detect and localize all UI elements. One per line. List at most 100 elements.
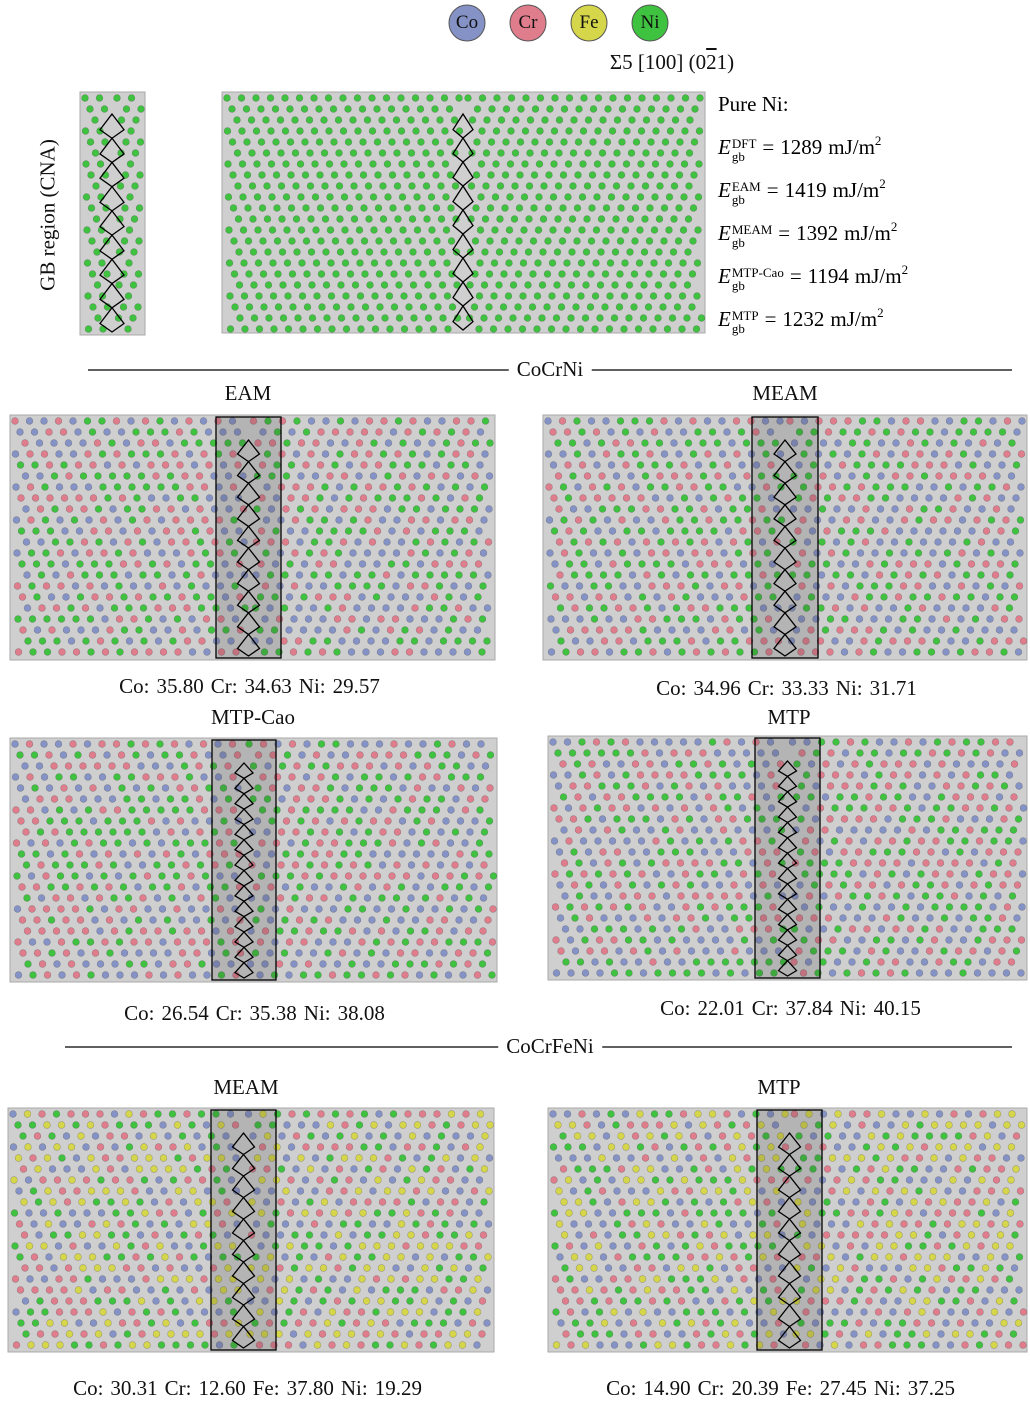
atom: [750, 1232, 757, 1239]
atom: [702, 605, 709, 612]
atom: [230, 172, 237, 179]
atom: [649, 1265, 656, 1272]
atom: [634, 860, 641, 867]
atom: [637, 194, 644, 201]
atom: [725, 805, 732, 812]
atom: [140, 895, 147, 902]
atom: [627, 216, 634, 223]
atom: [398, 1221, 405, 1228]
atom: [140, 605, 147, 612]
atom: [306, 583, 313, 590]
atom: [905, 572, 912, 579]
atom: [191, 462, 198, 469]
atom: [638, 805, 645, 812]
atom: [955, 462, 962, 469]
atom: [519, 326, 526, 333]
atom: [1016, 750, 1023, 757]
atom: [823, 761, 830, 768]
atom: [679, 959, 686, 966]
atom: [314, 1342, 321, 1349]
atom: [294, 763, 301, 770]
atom: [965, 926, 972, 933]
atom: [845, 871, 852, 878]
atom: [614, 849, 621, 856]
atom: [726, 871, 733, 878]
atom: [33, 884, 40, 891]
atom: [439, 418, 446, 425]
atom: [67, 539, 74, 546]
atom: [343, 326, 350, 333]
atom: [448, 429, 455, 436]
atom: [637, 772, 644, 779]
atom: [434, 1111, 441, 1118]
atom: [131, 249, 138, 256]
atom: [118, 752, 125, 759]
atom: [322, 1166, 329, 1173]
atom: [465, 583, 472, 590]
atom: [281, 950, 288, 957]
atom: [956, 915, 963, 922]
atom: [663, 893, 670, 900]
atom: [714, 440, 721, 447]
atom: [305, 1298, 312, 1305]
atom: [609, 128, 616, 135]
atom: [417, 106, 424, 113]
atom: [625, 937, 632, 944]
atom: [437, 895, 444, 902]
atom: [911, 1166, 918, 1173]
atom: [161, 1221, 168, 1228]
atom: [710, 495, 717, 502]
atom: [452, 862, 459, 869]
atom: [354, 605, 361, 612]
atom: [143, 1309, 150, 1316]
atom: [277, 1265, 284, 1272]
atom: [672, 506, 679, 513]
atom: [600, 882, 607, 889]
atom: [722, 926, 729, 933]
atom: [673, 572, 680, 579]
atom: [465, 95, 472, 102]
atom: [278, 150, 285, 157]
atom: [852, 1232, 859, 1239]
atom: [164, 917, 171, 924]
atom: [862, 572, 869, 579]
atom: [696, 495, 703, 502]
atom: [326, 1188, 333, 1195]
atom: [727, 1309, 734, 1316]
atom: [104, 429, 111, 436]
atom: [15, 649, 22, 656]
atom: [559, 418, 566, 425]
atom: [380, 451, 387, 458]
atom: [85, 1309, 92, 1316]
atom: [567, 904, 574, 911]
atom: [589, 794, 596, 801]
atom: [900, 616, 907, 623]
atom: [116, 939, 123, 946]
atom: [891, 539, 898, 546]
atom: [847, 1243, 854, 1250]
atom: [25, 961, 32, 968]
atom: [332, 429, 339, 436]
atom: [146, 649, 153, 656]
atom: [38, 539, 45, 546]
atom: [840, 429, 847, 436]
atom: [362, 741, 369, 748]
atom: [740, 838, 747, 845]
atom: [52, 1331, 59, 1338]
atom: [638, 528, 645, 535]
atom: [650, 293, 657, 300]
atom: [84, 227, 91, 234]
atom: [741, 937, 748, 944]
atom: [183, 539, 190, 546]
atom: [691, 794, 698, 801]
atom: [518, 106, 525, 113]
atom: [652, 1144, 659, 1151]
atom: [74, 1188, 81, 1195]
atom: [945, 970, 952, 977]
atom: [724, 462, 731, 469]
atom: [931, 1122, 938, 1129]
atom: [136, 205, 143, 212]
atom: [364, 1232, 371, 1239]
atom: [886, 750, 893, 757]
atom: [104, 462, 111, 469]
